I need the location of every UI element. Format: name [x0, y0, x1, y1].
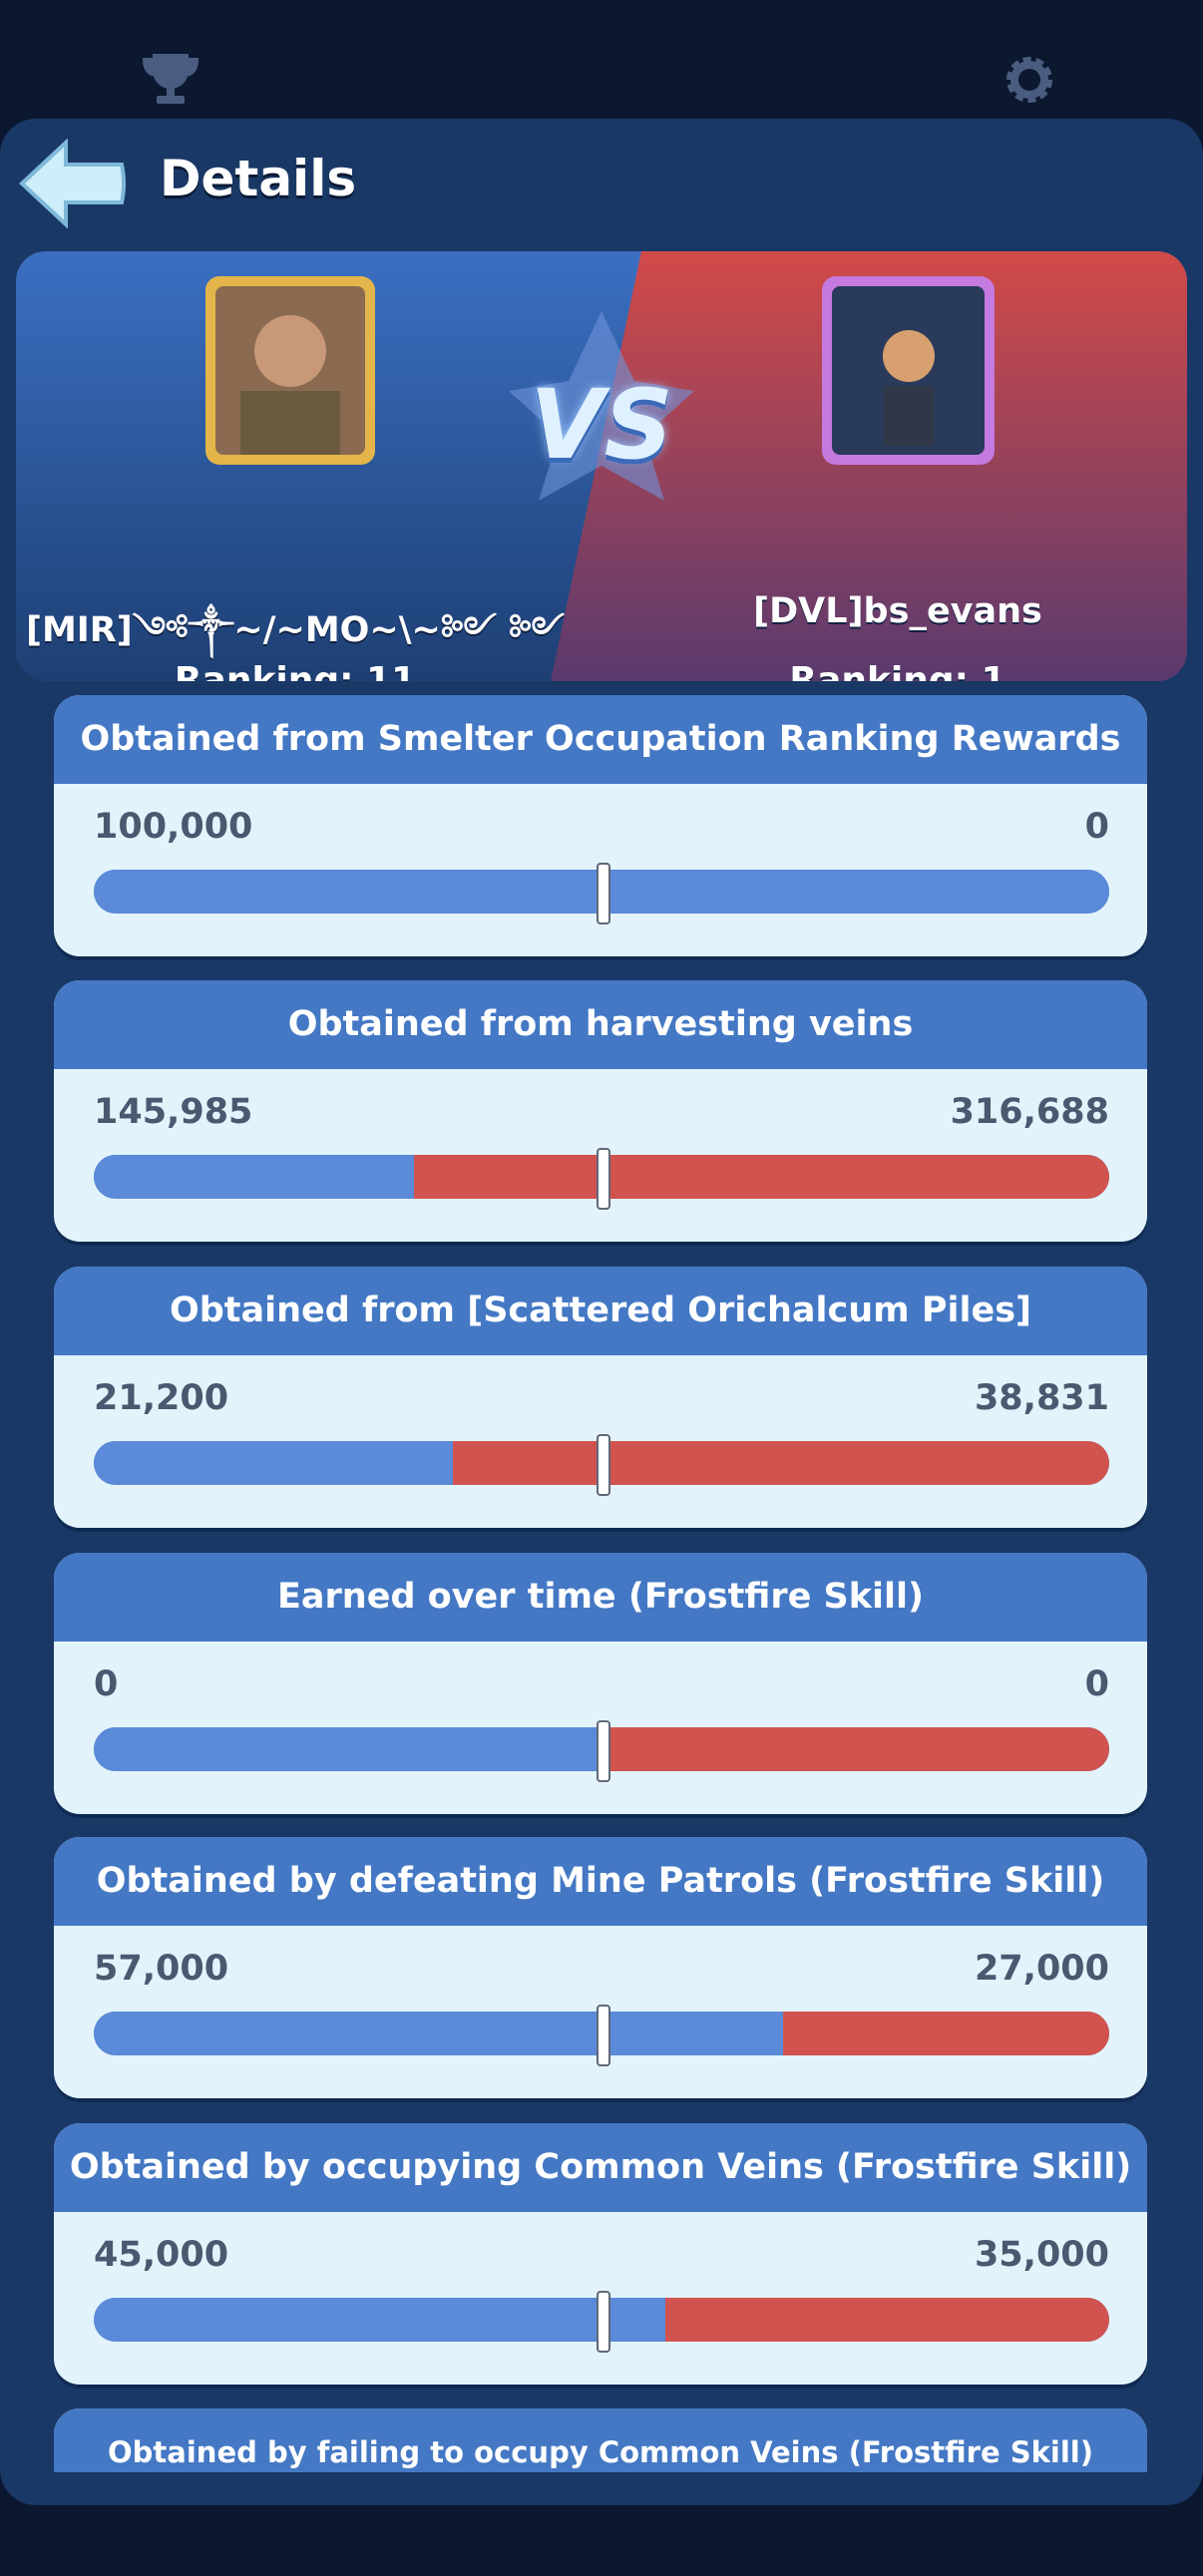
left-value: 100,000 [94, 807, 253, 847]
rows: Obtained from Smelter Occupation Ranking… [0, 119, 1203, 2472]
center-marker [597, 2005, 610, 2066]
right-value: 38,831 [974, 1378, 1109, 1418]
center-marker [597, 863, 610, 924]
left-bar [94, 2298, 665, 2342]
left-value: 45,000 [94, 2235, 229, 2275]
right-bar [414, 1155, 1109, 1199]
stat-title: Obtained from Smelter Occupation Ranking… [54, 695, 1147, 784]
top-bar [0, 0, 1203, 119]
player-name: [MIR]༺༒~/~MO~\~༻ ༻ [25, 610, 566, 650]
page-title: Details [160, 150, 357, 207]
bottom-bar [0, 2505, 1203, 2576]
center-marker [597, 1720, 610, 1782]
stat-panel: Obtained by occupying Common Veins (Fros… [54, 2123, 1147, 2385]
left-bar [94, 1441, 453, 1485]
vs-background [16, 251, 1187, 681]
vs-card: VS [MIR]༺༒~/~MO~\~༻ ༻ [DVL]bs_evans Rank… [16, 251, 1187, 681]
left-value: 145,985 [94, 1092, 253, 1132]
settings-icon[interactable] [1002, 52, 1057, 108]
stat-title: Obtained by occupying Common Veins (Fros… [54, 2123, 1147, 2212]
right-value: 316,688 [950, 1092, 1109, 1132]
left-bar [94, 1155, 415, 1199]
main-panel: Details VS [MIR]༺༒~/~MO~\~༻ ༻ [DVL]bs_ev… [0, 119, 1203, 2505]
left-value: 0 [94, 1664, 119, 1704]
right-value: 27,000 [974, 1949, 1109, 1989]
stat-title: Obtained from [Scattered Orichalcum Pile… [54, 1267, 1147, 1355]
right-bar [452, 1441, 1109, 1485]
left-value: 57,000 [94, 1949, 229, 1989]
stat-title: Earned over time (Frostfire Skill) [54, 1553, 1147, 1642]
stat-title: Obtained from harvesting veins [54, 980, 1147, 1069]
stat-panel: Obtained from [Scattered Orichalcum Pile… [54, 1267, 1147, 1528]
player-name: [DVL]bs_evans [753, 591, 1042, 631]
back-button[interactable] [18, 139, 128, 228]
right-bar [664, 2298, 1109, 2342]
right-value: 0 [1084, 807, 1109, 847]
right-value: 0 [1084, 1664, 1109, 1704]
stat-panel: Obtained by defeating Mine Patrols (Fros… [54, 1837, 1147, 2098]
stat-panel: Obtained by failing to occupy Common Vei… [54, 2408, 1147, 2472]
player-ranking: Ranking: 11 [174, 660, 417, 681]
stat-title: Obtained by defeating Mine Patrols (Fros… [54, 1837, 1147, 1926]
left-bar [94, 1727, 602, 1771]
vs-label: VS [530, 369, 673, 481]
stat-title: Obtained by failing to occupy Common Vei… [54, 2408, 1147, 2472]
stat-panel: Obtained from Smelter Occupation Ranking… [54, 695, 1147, 956]
right-value: 35,000 [974, 2235, 1109, 2275]
center-marker [597, 2291, 610, 2353]
left-bar [94, 2012, 783, 2055]
player-ranking: Ranking: 1 [789, 660, 1006, 681]
left-value: 21,200 [94, 1378, 229, 1418]
center-marker [597, 1434, 610, 1496]
stat-panel: Earned over time (Frostfire Skill) 0 0 [54, 1553, 1147, 1814]
trophy-icon[interactable] [141, 52, 200, 108]
stat-panel: Obtained from harvesting veins 145,985 316… [54, 980, 1147, 1242]
center-marker [597, 1148, 610, 1210]
right-bar [782, 2012, 1109, 2055]
right-bar [602, 1727, 1109, 1771]
